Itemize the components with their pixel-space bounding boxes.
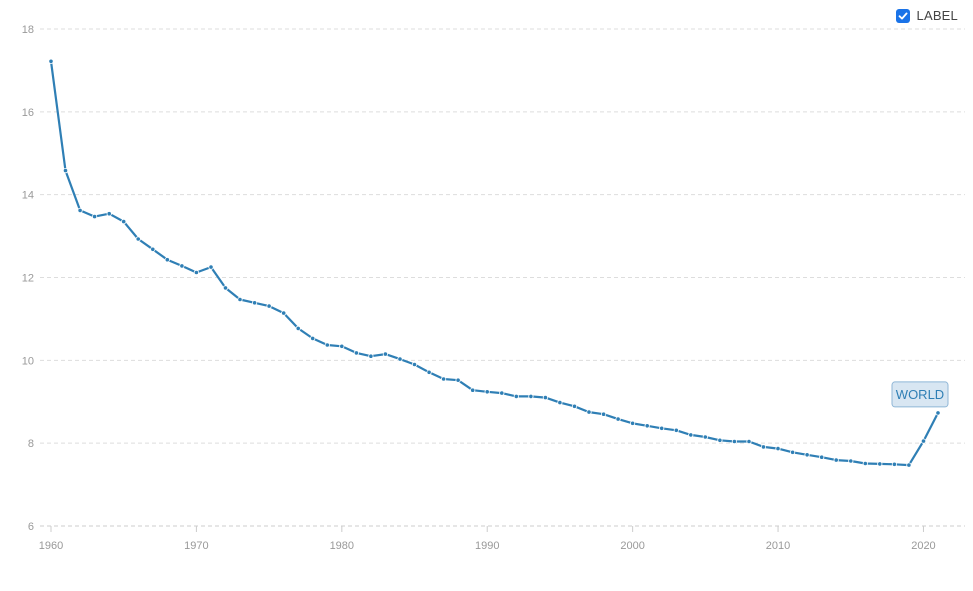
x-tick-label: 2020 (911, 540, 935, 552)
y-tick-label: 6 (28, 521, 34, 533)
data-point[interactable] (106, 211, 112, 217)
data-point[interactable] (470, 387, 476, 393)
data-point[interactable] (600, 411, 607, 417)
x-tick-label: 2000 (620, 540, 644, 552)
data-point[interactable] (295, 325, 301, 331)
data-point[interactable] (397, 356, 403, 362)
data-point[interactable] (920, 438, 927, 444)
data-point[interactable] (688, 432, 694, 438)
data-point[interactable] (237, 296, 243, 303)
data-point[interactable] (164, 257, 170, 263)
data-point[interactable] (891, 461, 898, 467)
data-point[interactable] (935, 410, 941, 416)
axis-layer: 6 8 10 12 14 16 18 1960 1970 1980 1990 2000 2010 2020 (22, 24, 965, 552)
data-point[interactable] (382, 351, 388, 357)
x-tick-label: 1990 (475, 540, 499, 552)
data-point[interactable] (440, 376, 447, 382)
data-point[interactable] (281, 310, 287, 316)
data-point[interactable] (644, 423, 650, 429)
data-point[interactable] (615, 416, 621, 422)
data-point[interactable] (62, 168, 69, 174)
data-point[interactable] (339, 343, 345, 349)
data-point[interactable] (77, 207, 83, 213)
data-point[interactable] (121, 219, 127, 225)
data-point[interactable] (862, 460, 868, 467)
x-tick-label: 1960 (39, 540, 63, 552)
data-point[interactable] (368, 353, 374, 359)
data-point[interactable] (92, 214, 98, 220)
data-point[interactable] (877, 461, 883, 467)
x-tick-label: 2010 (766, 540, 790, 552)
data-point[interactable] (702, 434, 708, 440)
data-point[interactable] (804, 452, 810, 458)
y-tick-label: 10 (22, 355, 34, 367)
data-point[interactable] (324, 342, 330, 348)
data-point[interactable] (528, 393, 534, 399)
data-point[interactable] (222, 285, 229, 291)
data-point[interactable] (775, 445, 781, 452)
x-tick-label: 1980 (330, 540, 354, 552)
x-tick-label: 1970 (184, 540, 208, 552)
series-label-text: WORLD (896, 387, 944, 402)
data-point[interactable] (455, 377, 461, 383)
checkmark-icon (898, 12, 908, 19)
data-point[interactable] (426, 369, 432, 375)
y-tick-label: 16 (22, 107, 34, 119)
y-tick-label: 12 (22, 273, 34, 285)
data-point[interactable] (717, 437, 723, 443)
y-tick-label: 14 (22, 190, 34, 202)
data-point[interactable] (906, 462, 912, 468)
data-point[interactable] (731, 438, 738, 445)
data-point[interactable] (310, 335, 316, 341)
grid-layer (40, 28, 965, 444)
data-point[interactable] (571, 403, 578, 409)
data-point[interactable] (353, 350, 359, 356)
data-point[interactable] (484, 389, 490, 395)
data-point[interactable] (542, 394, 549, 401)
data-point[interactable] (789, 449, 796, 455)
data-point[interactable] (48, 58, 54, 64)
legend-checkbox[interactable] (895, 8, 910, 23)
data-point[interactable] (499, 390, 505, 396)
series-layer (48, 58, 941, 468)
series-label-layer: WORLD (891, 381, 949, 408)
data-point[interactable] (557, 399, 563, 406)
y-tick-label: 18 (22, 24, 34, 36)
data-point[interactable] (266, 303, 272, 309)
data-point[interactable] (193, 269, 199, 276)
legend-toggle[interactable]: LABEL (895, 8, 958, 23)
data-point[interactable] (513, 393, 519, 399)
y-tick-label: 8 (28, 438, 34, 450)
data-point[interactable] (746, 438, 752, 445)
data-point[interactable] (833, 457, 839, 463)
legend-label: LABEL (916, 8, 958, 23)
data-point[interactable] (673, 427, 679, 433)
series-label-box (891, 381, 949, 408)
data-point[interactable] (586, 409, 592, 415)
data-point[interactable] (150, 246, 156, 252)
data-point[interactable] (411, 361, 418, 368)
data-point[interactable] (252, 300, 258, 306)
data-point[interactable] (848, 458, 854, 464)
data-point[interactable] (629, 420, 636, 426)
data-point[interactable] (659, 425, 665, 431)
data-point[interactable] (760, 444, 767, 450)
data-point[interactable] (208, 264, 214, 270)
data-point[interactable] (135, 236, 141, 242)
data-point[interactable] (819, 454, 825, 460)
series-line (49, 60, 940, 467)
data-point[interactable] (179, 263, 185, 269)
